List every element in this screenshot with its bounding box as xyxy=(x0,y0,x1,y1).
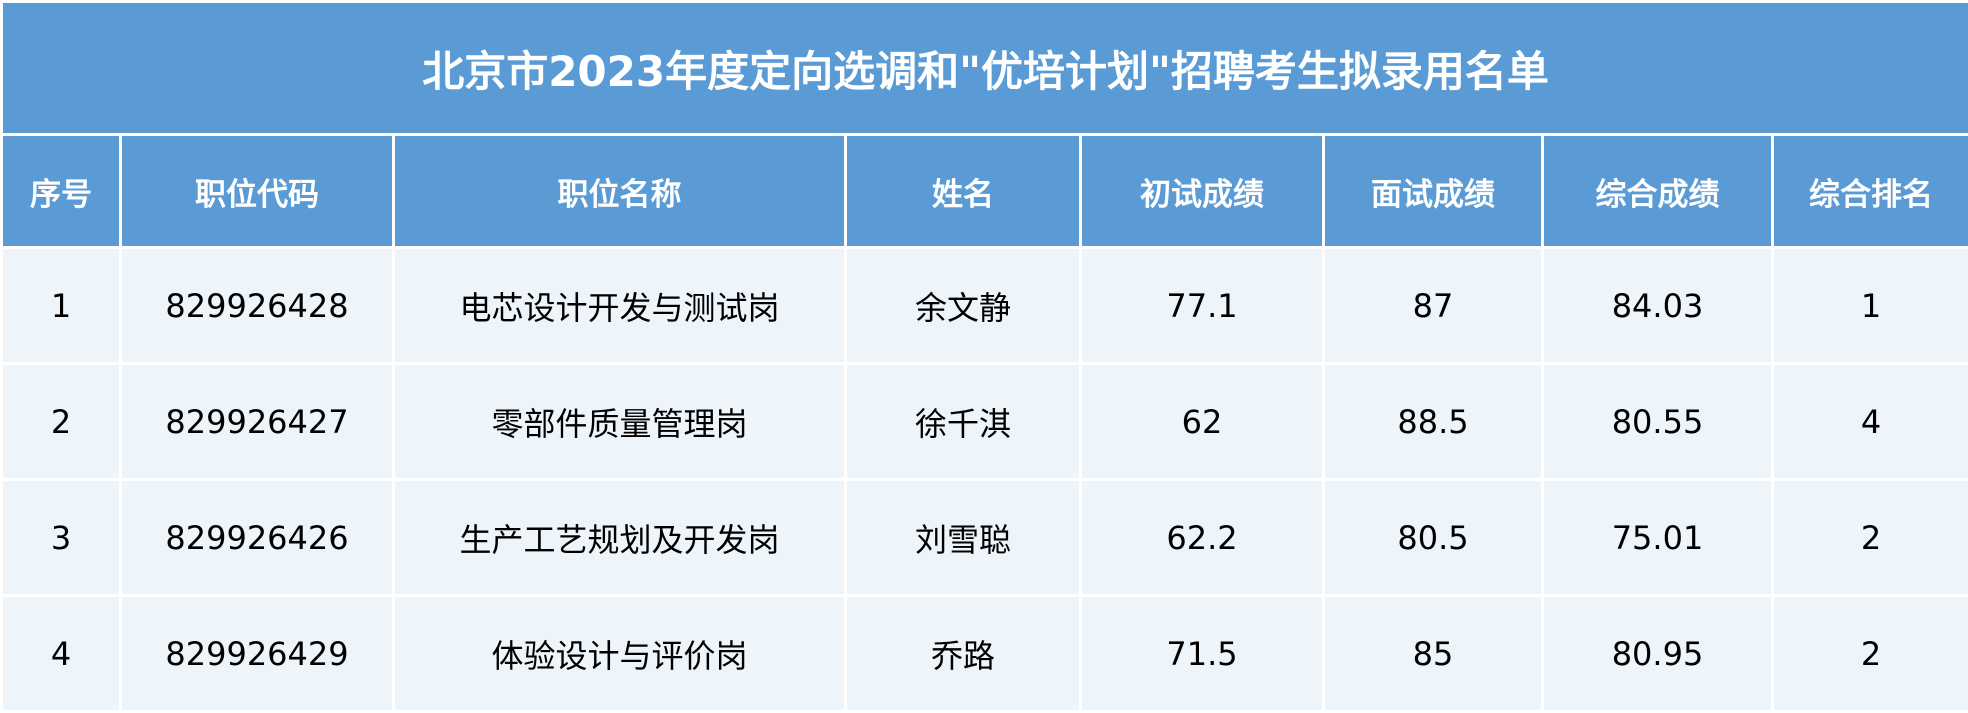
column-header-total-score: 综合成绩 xyxy=(1543,135,1773,248)
cell-total-rank: 4 xyxy=(1773,364,1968,480)
cell-written-score: 62.2 xyxy=(1081,480,1324,596)
cell-serial-number: 2 xyxy=(2,364,121,480)
cell-interview-score: 80.5 xyxy=(1324,480,1543,596)
column-header-position-code: 职位代码 xyxy=(121,135,394,248)
cell-total-score: 84.03 xyxy=(1543,248,1773,364)
cell-total-rank: 1 xyxy=(1773,248,1968,364)
cell-candidate-name: 余文静 xyxy=(846,248,1081,364)
cell-interview-score: 88.5 xyxy=(1324,364,1543,480)
title-row: 北京市2023年度定向选调和"优培计划"招聘考生拟录用名单 xyxy=(2,2,1968,135)
cell-serial-number: 1 xyxy=(2,248,121,364)
cell-position-code: 829926427 xyxy=(121,364,394,480)
cell-written-score: 77.1 xyxy=(1081,248,1324,364)
column-header-written-score: 初试成绩 xyxy=(1081,135,1324,248)
cell-position-name: 体验设计与评价岗 xyxy=(394,596,846,712)
cell-candidate-name: 乔路 xyxy=(846,596,1081,712)
cell-position-code: 829926429 xyxy=(121,596,394,712)
column-header-candidate-name: 姓名 xyxy=(846,135,1081,248)
cell-interview-score: 85 xyxy=(1324,596,1543,712)
cell-position-name: 电芯设计开发与测试岗 xyxy=(394,248,846,364)
cell-total-score: 75.01 xyxy=(1543,480,1773,596)
cell-position-name: 零部件质量管理岗 xyxy=(394,364,846,480)
column-header-total-rank: 综合排名 xyxy=(1773,135,1968,248)
column-header-serial-number: 序号 xyxy=(2,135,121,248)
cell-serial-number: 3 xyxy=(2,480,121,596)
cell-position-code: 829926428 xyxy=(121,248,394,364)
cell-candidate-name: 徐千淇 xyxy=(846,364,1081,480)
cell-position-name: 生产工艺规划及开发岗 xyxy=(394,480,846,596)
cell-total-score: 80.95 xyxy=(1543,596,1773,712)
cell-written-score: 71.5 xyxy=(1081,596,1324,712)
table-title: 北京市2023年度定向选调和"优培计划"招聘考生拟录用名单 xyxy=(2,2,1968,135)
cell-candidate-name: 刘雪聪 xyxy=(846,480,1081,596)
cell-interview-score: 87 xyxy=(1324,248,1543,364)
column-header-interview-score: 面试成绩 xyxy=(1324,135,1543,248)
header-row: 序号职位代码职位名称姓名初试成绩面试成绩综合成绩综合排名 xyxy=(2,135,1968,248)
cell-position-code: 829926426 xyxy=(121,480,394,596)
cell-total-score: 80.55 xyxy=(1543,364,1773,480)
cell-total-rank: 2 xyxy=(1773,596,1968,712)
cell-serial-number: 4 xyxy=(2,596,121,712)
cell-total-rank: 2 xyxy=(1773,480,1968,596)
cell-written-score: 62 xyxy=(1081,364,1324,480)
column-header-position-name: 职位名称 xyxy=(394,135,846,248)
